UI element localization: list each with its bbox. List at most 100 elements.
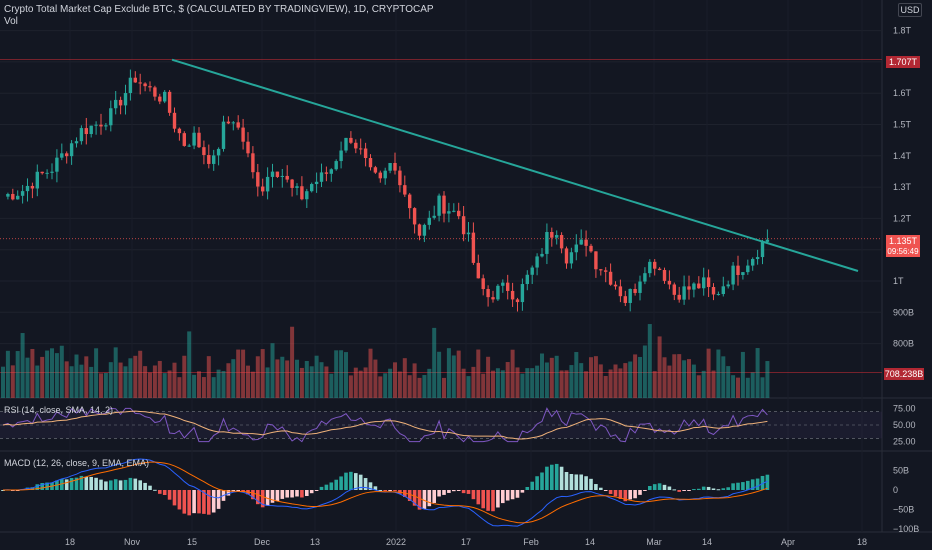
volume-bar — [123, 366, 128, 398]
candle-body — [373, 167, 378, 173]
candle-body — [471, 232, 476, 263]
x-tick-label: Nov — [124, 537, 141, 547]
volume-bar — [221, 371, 226, 398]
macd-histogram-bar — [64, 479, 69, 490]
candle-body — [79, 128, 84, 142]
macd-histogram-bar — [295, 490, 299, 497]
volume-bar — [476, 349, 481, 398]
macd-histogram-bar — [290, 490, 294, 498]
candle-body — [594, 251, 598, 270]
macd-histogram-bar — [765, 474, 770, 490]
last-price-label: 1.135T — [886, 235, 920, 247]
macd-histogram-bar — [618, 490, 623, 499]
candle-body — [300, 186, 304, 200]
candle-body — [706, 277, 711, 287]
currency-button[interactable]: USD — [898, 3, 922, 17]
volume-bar — [422, 375, 427, 398]
candle-body — [290, 179, 294, 188]
volume-bar — [687, 359, 691, 398]
macd-signal-line — [2, 461, 768, 524]
y-tick-label: 900B — [893, 307, 914, 317]
volume-bar — [706, 348, 711, 398]
volume-bar — [598, 364, 603, 398]
candle-body — [383, 170, 387, 179]
volume-bar — [378, 376, 383, 398]
candle-body — [721, 286, 725, 295]
macd-histogram-bar — [515, 490, 520, 498]
macd-histogram-bar — [520, 490, 525, 493]
volume-bar — [388, 368, 393, 398]
candle-body — [667, 280, 672, 285]
candle-body — [559, 235, 564, 249]
macd-y-tick: 50B — [893, 466, 909, 476]
candle-body — [295, 186, 299, 188]
volume-bar — [177, 377, 182, 398]
macd-histogram-bar — [452, 490, 456, 492]
macd-histogram-bar — [1, 490, 5, 491]
candle-body — [530, 267, 534, 275]
volume-bar — [505, 362, 510, 398]
macd-histogram-bar — [481, 490, 485, 509]
volume-bar — [40, 356, 45, 398]
volume-bar — [682, 360, 687, 398]
candle-body — [275, 171, 280, 177]
volume-bar — [638, 356, 642, 398]
volume-bar — [329, 373, 334, 398]
volume-bar — [642, 345, 647, 398]
volume-bar — [481, 373, 486, 398]
volume-bar — [667, 365, 672, 398]
volume-bar — [25, 357, 30, 398]
volume-bar — [530, 368, 535, 398]
y-tick-label: 1.3T — [893, 182, 912, 192]
chart-title: Crypto Total Market Cap Exclude BTC, $ (… — [4, 4, 434, 15]
volume-bar — [525, 368, 530, 398]
candle-body — [359, 148, 363, 150]
candle-body — [324, 172, 329, 174]
candle-body — [432, 215, 436, 218]
macd-histogram-bar — [177, 490, 182, 510]
candle-body — [334, 161, 338, 170]
macd-histogram-bar — [128, 477, 133, 490]
volume-bar — [201, 377, 206, 398]
volume-bar — [250, 371, 255, 398]
volume-bar — [471, 366, 476, 398]
macd-histogram-bar — [603, 490, 608, 491]
volume-bar — [84, 356, 89, 398]
volume-bar — [628, 361, 633, 398]
candle-body — [172, 112, 177, 129]
trendline — [171, 58, 859, 272]
volume-bar — [118, 362, 123, 398]
candle-body — [11, 193, 15, 200]
candle-body — [305, 191, 309, 200]
candle-body — [40, 171, 44, 174]
candle-body — [216, 148, 221, 156]
candle-body — [84, 128, 88, 135]
macd-histogram-bar — [363, 478, 368, 490]
candle-body — [65, 153, 69, 157]
candle-body — [50, 171, 54, 173]
candle-body — [187, 145, 191, 147]
macd-histogram-bar — [211, 490, 216, 513]
candle-body — [427, 217, 431, 225]
macd-histogram-bar — [260, 490, 265, 508]
volume-bar — [162, 373, 167, 398]
volume-bar — [246, 365, 250, 398]
candle-body — [241, 127, 245, 142]
x-tick-label: 14 — [585, 537, 595, 547]
candle-body — [751, 259, 755, 266]
volume-bar — [397, 371, 402, 398]
macd-histogram-bar — [373, 486, 378, 490]
candle-body — [236, 122, 240, 128]
volume-bar — [613, 364, 618, 398]
candle-body — [408, 194, 412, 209]
macd-histogram-bar — [236, 490, 240, 491]
candle-body — [231, 122, 235, 124]
macd-histogram-bar — [741, 482, 745, 490]
candle-body — [765, 239, 770, 242]
candle-body — [226, 121, 231, 124]
volume-bar — [148, 372, 152, 398]
candle-body — [491, 297, 495, 300]
countdown-label: 09:56:49 — [886, 246, 920, 257]
macd-histogram-bar — [447, 490, 451, 493]
